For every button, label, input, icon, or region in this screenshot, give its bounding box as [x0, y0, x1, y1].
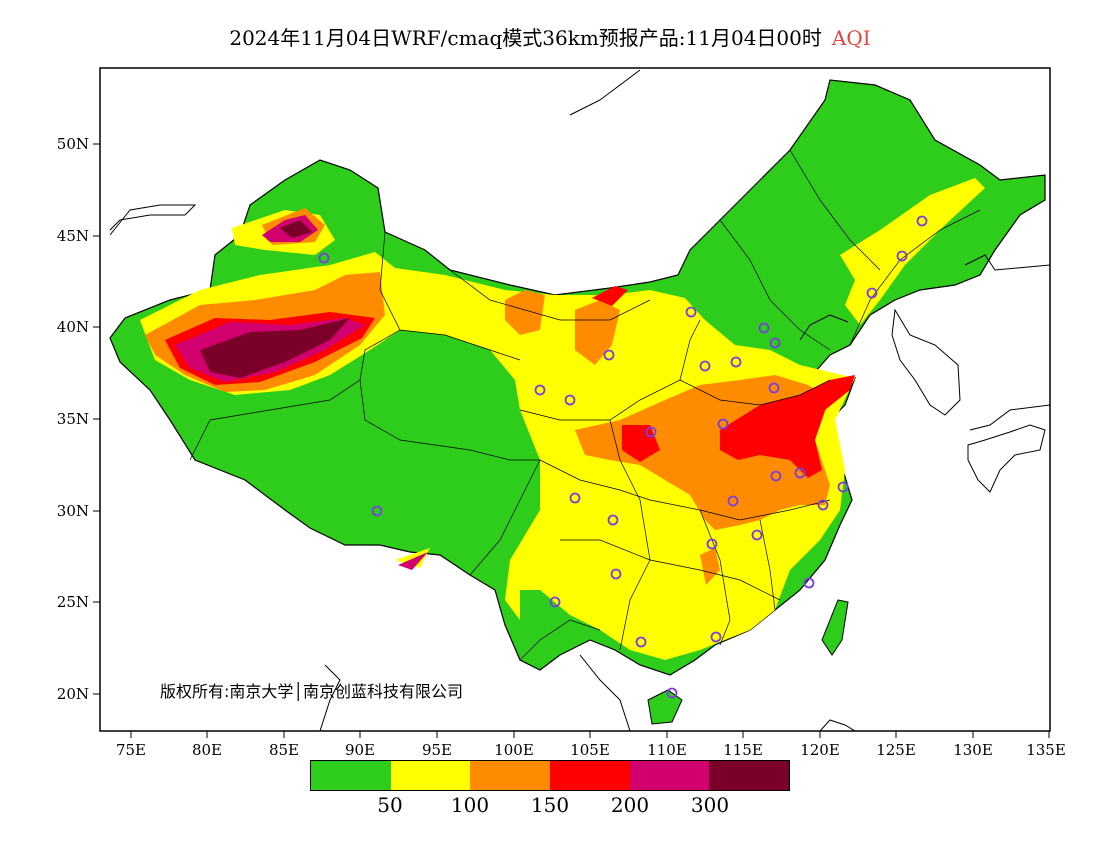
province-boundaries: [189, 149, 981, 661]
lat-label-20: 20N: [57, 685, 89, 703]
legend-swatch-4: [629, 761, 710, 790]
aqi-200-plus-zones: [175, 215, 428, 570]
lon-label-90: 90E: [345, 741, 375, 759]
lon-tick-marks: [130, 731, 1050, 738]
map-title: 2024年11月04日WRF/cmaq模式36km预报产品:11月04日00时 A…: [0, 22, 1100, 51]
legend-swatch-1: [390, 761, 471, 790]
legend-swatch-0: [311, 761, 391, 790]
lon-label-100: 100E: [494, 741, 534, 759]
lon-label-105: 105E: [570, 741, 610, 759]
lat-label-50: 50N: [57, 135, 89, 153]
taiwan-island: [821, 599, 849, 656]
lon-label-80: 80E: [192, 741, 222, 759]
lon-label-120: 120E: [800, 741, 840, 759]
title-variable: AQI: [831, 26, 871, 50]
station-markers: [318, 215, 928, 699]
legend-label-200: 200: [610, 793, 650, 817]
legend-label-100: 100: [450, 793, 490, 817]
map-frame: [99, 67, 1051, 732]
lon-label-135: 135E: [1026, 741, 1066, 759]
title-text: 2024年11月04日WRF/cmaq模式36km预报产品:11月04日00时: [229, 26, 822, 50]
lon-label-110: 110E: [647, 741, 687, 759]
lon-tick-labels: 75E 80E 85E 90E 95E 100E 105E 110E 115E …: [116, 741, 1066, 759]
legend-label-50: 50: [377, 793, 403, 817]
lon-label-125: 125E: [876, 741, 916, 759]
lat-label-30: 30N: [57, 502, 89, 520]
lat-label-25: 25N: [57, 593, 89, 611]
legend-label-150: 150: [530, 793, 570, 817]
lat-label-40: 40N: [57, 318, 89, 336]
lon-label-75: 75E: [116, 741, 146, 759]
lon-label-95: 95E: [422, 741, 452, 759]
lat-tick-labels: 20N 25N 30N 35N 40N 45N 50N: [57, 135, 89, 703]
legend-swatch-3: [550, 761, 630, 790]
lon-label-115: 115E: [723, 741, 763, 759]
legend-swatch-5: [709, 761, 790, 790]
lon-label-130: 130E: [953, 741, 993, 759]
legend-label-300: 300: [690, 793, 730, 817]
lat-label-45: 45N: [57, 227, 89, 245]
hainan-island: [647, 689, 683, 725]
copyright-text: 版权所有:南京大学│南京创蓝科技有限公司: [160, 681, 463, 701]
lat-label-35: 35N: [57, 410, 89, 428]
aqi-legend: [310, 760, 790, 791]
coastlines: [109, 69, 1050, 731]
lat-tick-marks: [93, 143, 100, 695]
map-content: 版权所有:南京大学│南京创蓝科技有限公司: [109, 69, 1050, 731]
lon-label-85: 85E: [269, 741, 299, 759]
legend-swatch-2: [470, 761, 551, 790]
